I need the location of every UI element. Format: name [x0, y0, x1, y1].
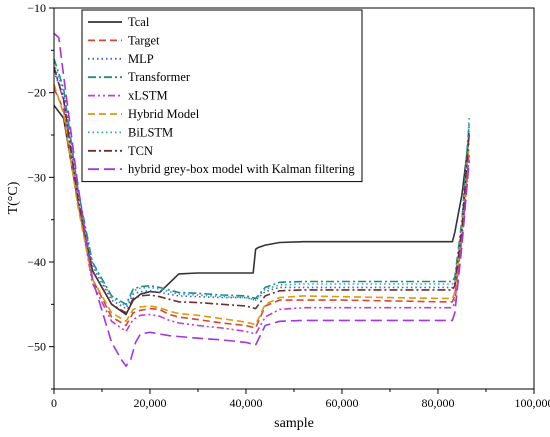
- series-line-2: [53, 88, 470, 329]
- legend-label: Tcal: [128, 15, 150, 29]
- y-axis: −50 −40 −30 −20 −10: [27, 1, 54, 390]
- series-line-7: [53, 62, 470, 307]
- y-axis-title: T(°C): [6, 181, 21, 214]
- y-tick-label: −10: [27, 1, 46, 15]
- legend-label: Target: [128, 33, 160, 47]
- series-layer: [53, 32, 470, 367]
- legend-label: hybrid grey-box model with Kalman filter…: [128, 162, 355, 176]
- y-tick-label: −30: [27, 170, 46, 184]
- series-line-6: [53, 83, 470, 326]
- legend-label: xLSTM: [128, 89, 168, 103]
- x-tick-label: 0: [51, 396, 57, 410]
- y-tick-label: −20: [27, 86, 46, 100]
- x-tick-label: 60,000: [326, 396, 359, 410]
- y-tick-label: −40: [27, 255, 46, 269]
- y-tick-label: −50: [27, 340, 46, 354]
- legend-label: Transformer: [128, 70, 191, 84]
- series-line-9: [53, 32, 470, 367]
- series-line-5: [53, 67, 470, 335]
- x-tick-label: 20,000: [134, 396, 167, 410]
- x-tick-label: 40,000: [230, 396, 263, 410]
- x-axis-title: sample: [274, 416, 314, 431]
- x-axis: 0 20,000 40,000 60,000 80,000 100,000: [51, 389, 550, 410]
- x-tick-label: 100,000: [515, 396, 550, 410]
- legend-box: [81, 9, 363, 183]
- x-tick-label: 80,000: [422, 396, 455, 410]
- series-line-3: [53, 71, 470, 310]
- legend-label: BiLSTM: [128, 125, 173, 139]
- series-line-8: [53, 67, 470, 314]
- series-line-4: [53, 58, 470, 306]
- legend-label: Hybrid Model: [128, 107, 200, 121]
- legend: Tcal Target MLP Transformer xLSTM Hybrid Mode…: [81, 9, 363, 183]
- legend-label: TCN: [128, 144, 153, 158]
- legend-label: MLP: [128, 52, 154, 66]
